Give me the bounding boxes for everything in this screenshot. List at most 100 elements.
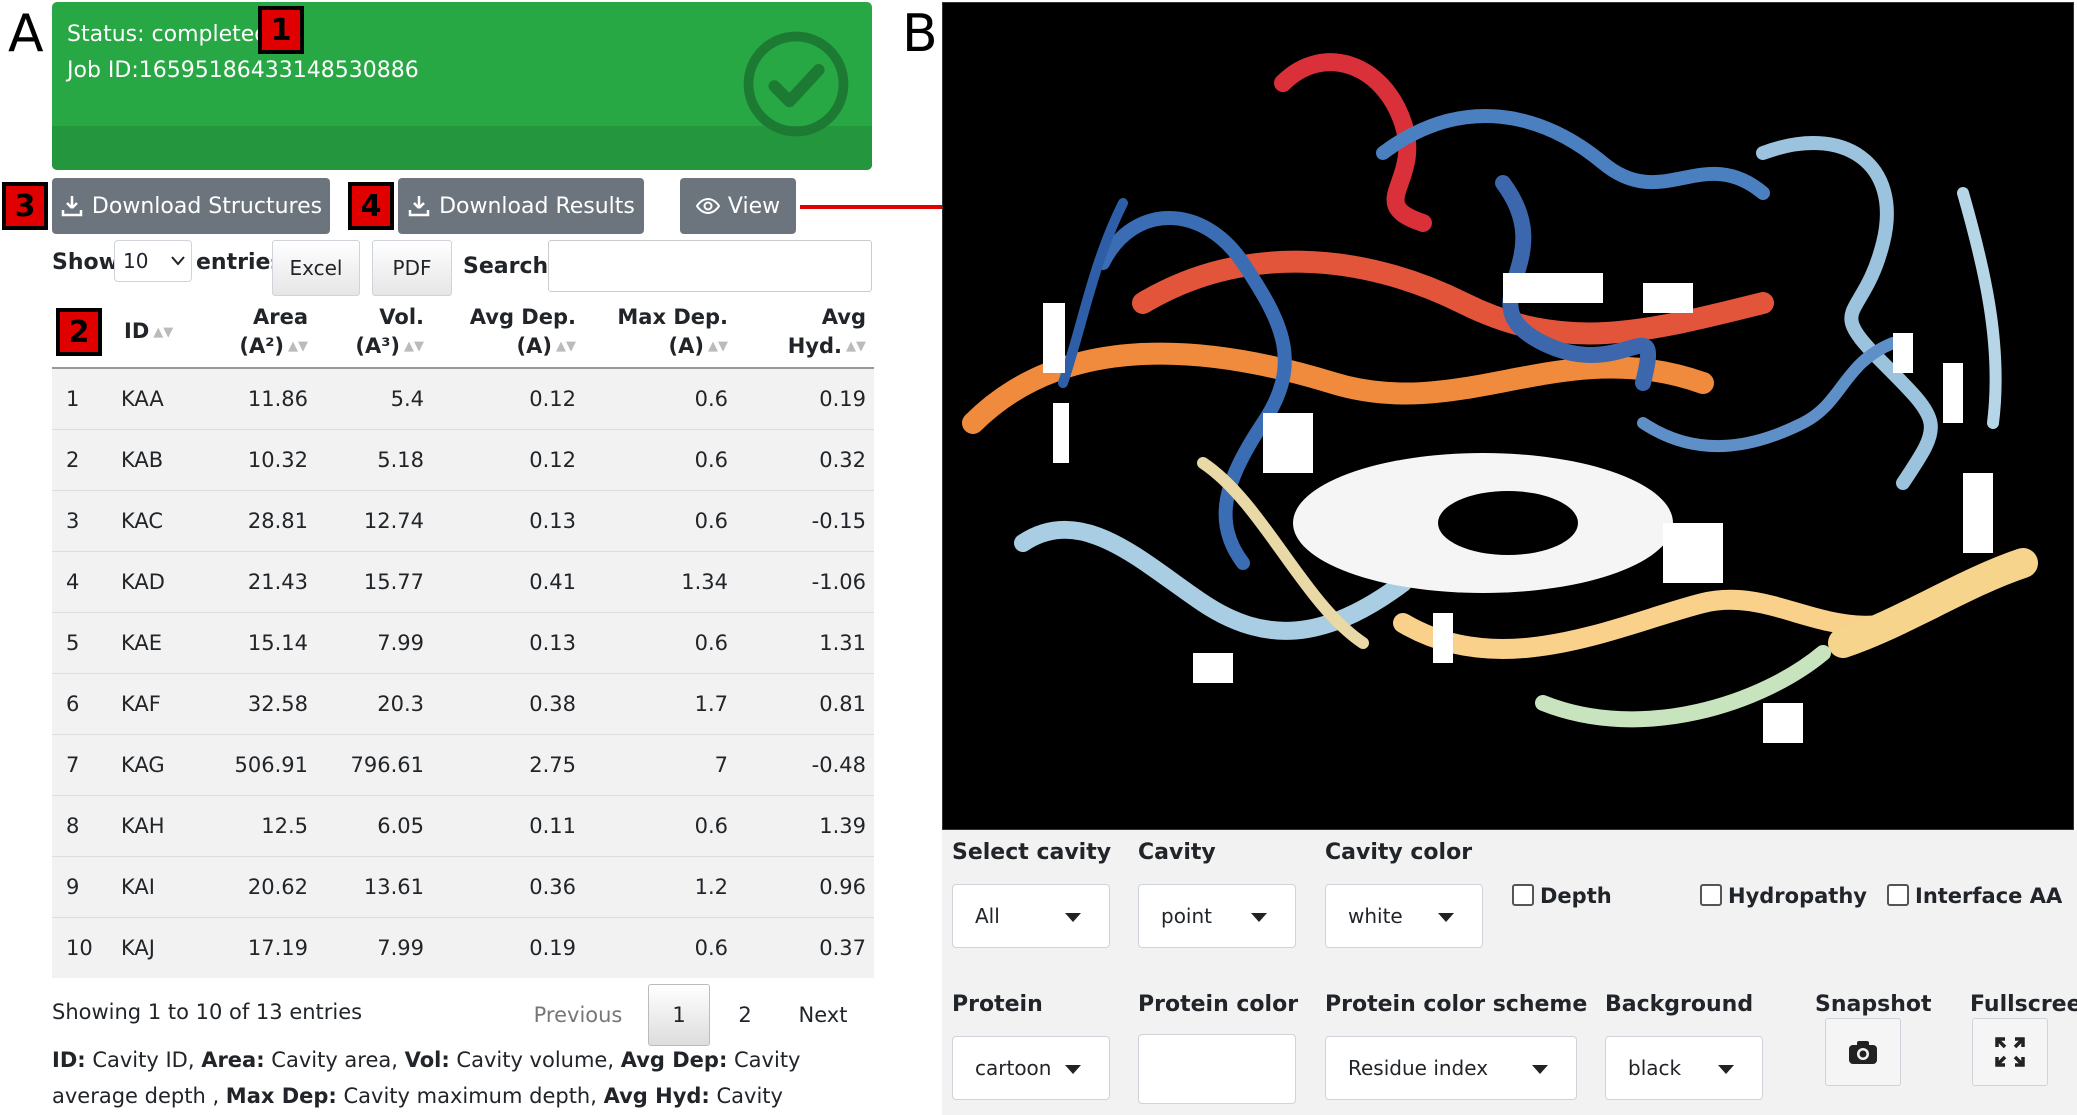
table-info: Showing 1 to 10 of 13 entries bbox=[52, 1000, 363, 1024]
snapshot-label: Snapshot bbox=[1815, 992, 1932, 1017]
cell-max-depth: 0.6 bbox=[584, 794, 736, 856]
cell-max-depth: 1.7 bbox=[584, 672, 736, 734]
table-row: 8 KAH 12.5 6.05 0.11 0.6 1.39 bbox=[52, 794, 874, 856]
fullscreen-button[interactable] bbox=[1972, 1018, 2048, 1086]
table-row: 6 KAF 32.58 20.3 0.38 1.7 0.81 bbox=[52, 672, 874, 734]
select-cavity-label: Select cavity bbox=[952, 840, 1112, 865]
cell-no: 2 bbox=[52, 428, 113, 490]
table-header-row: ID ▲▼ Area (A²) ▲▼ Vol. (A³) ▲▼ Avg Dep. (A) ▲▼… bbox=[52, 296, 874, 369]
depth-checkbox[interactable] bbox=[1512, 884, 1534, 906]
search-label: Search: bbox=[463, 254, 557, 279]
interface-aa-checkbox[interactable] bbox=[1887, 884, 1909, 906]
cell-max-depth: 1.34 bbox=[584, 550, 736, 612]
table-row: 7 KAG 506.91 796.61 2.75 7 -0.48 bbox=[52, 733, 874, 795]
protein-color-label: Protein color bbox=[1138, 992, 1299, 1017]
cavity-style-dropdown[interactable]: point bbox=[1138, 884, 1296, 948]
cell-area: 21.43 bbox=[188, 550, 316, 612]
cell-id: KAB bbox=[112, 428, 188, 490]
table-row: 3 KAC 28.81 12.74 0.13 0.6 -0.15 bbox=[52, 489, 874, 551]
cell-avg-hydropathy: 0.37 bbox=[736, 916, 874, 978]
cell-max-depth: 0.6 bbox=[584, 916, 736, 978]
background-dropdown[interactable]: black bbox=[1605, 1036, 1763, 1100]
panel-letter-a: A bbox=[8, 4, 44, 64]
cell-avg-hydropathy: -1.06 bbox=[736, 550, 874, 612]
download-structures-button[interactable]: Download Structures bbox=[52, 178, 330, 234]
cavity-color-value: white bbox=[1348, 904, 1403, 928]
page-1-button[interactable]: 1 bbox=[648, 984, 710, 1046]
download-structures-label: Download Structures bbox=[91, 193, 323, 219]
cell-volume: 796.61 bbox=[316, 733, 432, 795]
column-header-id[interactable]: ID ▲▼ bbox=[52, 296, 188, 369]
column-header-avg-hydropathy[interactable]: Avg Hyd. ▲▼ bbox=[736, 296, 874, 369]
protein-style-value: cartoon bbox=[975, 1056, 1052, 1080]
search-input[interactable] bbox=[548, 240, 872, 292]
protein-color-input[interactable] bbox=[1138, 1034, 1296, 1104]
hydropathy-checkbox[interactable] bbox=[1700, 884, 1722, 906]
cell-no: 8 bbox=[52, 794, 113, 856]
cell-avg-depth: 0.12 bbox=[432, 428, 584, 490]
cell-id: KAH bbox=[112, 794, 188, 856]
select-cavity-value: All bbox=[975, 904, 1000, 928]
cell-no: 5 bbox=[52, 611, 113, 673]
cell-avg-hydropathy: 0.19 bbox=[736, 367, 874, 429]
snapshot-button[interactable] bbox=[1825, 1018, 1901, 1086]
view-button[interactable]: View bbox=[680, 178, 796, 234]
cell-no: 9 bbox=[52, 855, 113, 917]
cell-volume: 5.4 bbox=[316, 367, 432, 429]
cell-avg-hydropathy: -0.48 bbox=[736, 733, 874, 795]
cell-avg-hydropathy: 0.96 bbox=[736, 855, 874, 917]
protein-color-scheme-dropdown[interactable]: Residue index bbox=[1325, 1036, 1577, 1100]
cell-id: KAD bbox=[112, 550, 188, 612]
annotation-badge-3: 3 bbox=[2, 182, 48, 230]
protein-style-dropdown[interactable]: cartoon bbox=[952, 1036, 1110, 1100]
protein-structure-render bbox=[962, 53, 2038, 743]
background-label: Background bbox=[1605, 992, 1754, 1017]
page-2-button[interactable]: 2 bbox=[738, 1003, 752, 1027]
cell-volume: 7.99 bbox=[316, 611, 432, 673]
cell-area: 15.14 bbox=[188, 611, 316, 673]
cell-avg-depth: 0.13 bbox=[432, 489, 584, 551]
select-cavity-dropdown[interactable]: All bbox=[952, 884, 1110, 948]
entries-select[interactable]: 10 bbox=[114, 240, 192, 282]
expand-icon bbox=[1995, 1037, 2025, 1067]
cell-area: 11.86 bbox=[188, 367, 316, 429]
cavity-style-value: point bbox=[1161, 904, 1213, 928]
cell-id: KAC bbox=[112, 489, 188, 551]
download-results-label: Download Results bbox=[439, 193, 635, 219]
eye-icon bbox=[695, 197, 720, 215]
excel-button[interactable]: Excel bbox=[272, 240, 360, 296]
protein-3d-viewer[interactable] bbox=[942, 2, 2074, 830]
cell-avg-depth: 0.36 bbox=[432, 855, 584, 917]
cell-area: 28.81 bbox=[188, 489, 316, 551]
download-results-button[interactable]: Download Results bbox=[398, 178, 644, 234]
table-row: 4 KAD 21.43 15.77 0.41 1.34 -1.06 bbox=[52, 550, 874, 612]
pdf-button[interactable]: PDF bbox=[372, 240, 452, 296]
cell-max-depth: 1.2 bbox=[584, 855, 736, 917]
entries-label: entries bbox=[196, 250, 284, 275]
next-page-button[interactable]: Next bbox=[798, 1003, 848, 1027]
cell-volume: 6.05 bbox=[316, 794, 432, 856]
cell-no: 10 bbox=[52, 916, 113, 978]
column-header-area[interactable]: Area (A²) ▲▼ bbox=[188, 296, 316, 369]
status-box: Status: completed Job ID:165951864331485… bbox=[52, 2, 872, 170]
cell-area: 32.58 bbox=[188, 672, 316, 734]
table-row: 5 KAE 15.14 7.99 0.13 0.6 1.31 bbox=[52, 611, 874, 673]
cell-max-depth: 0.6 bbox=[584, 428, 736, 490]
cell-area: 10.32 bbox=[188, 428, 316, 490]
cell-avg-depth: 2.75 bbox=[432, 733, 584, 795]
caret-down-icon bbox=[1065, 1065, 1081, 1074]
cell-avg-hydropathy: 0.32 bbox=[736, 428, 874, 490]
table-row: 9 KAI 20.62 13.61 0.36 1.2 0.96 bbox=[52, 855, 874, 917]
cell-no: 7 bbox=[52, 733, 113, 795]
cavity-table: ID ▲▼ Area (A²) ▲▼ Vol. (A³) ▲▼ Avg Dep. (A) ▲▼… bbox=[52, 296, 874, 978]
cell-no: 6 bbox=[52, 672, 113, 734]
column-header-volume[interactable]: Vol. (A³) ▲▼ bbox=[316, 296, 432, 369]
fullscreen-label: Fullscreen bbox=[1970, 992, 2077, 1017]
status-text: Status: completed bbox=[67, 22, 269, 47]
previous-page-button[interactable]: Previous bbox=[533, 1003, 623, 1027]
cell-id: KAG bbox=[112, 733, 188, 795]
cavity-color-dropdown[interactable]: white bbox=[1325, 884, 1483, 948]
column-header-avg-depth[interactable]: Avg Dep. (A) ▲▼ bbox=[432, 296, 584, 369]
column-header-max-depth[interactable]: Max Dep. (A) ▲▼ bbox=[584, 296, 736, 369]
cell-volume: 15.77 bbox=[316, 550, 432, 612]
